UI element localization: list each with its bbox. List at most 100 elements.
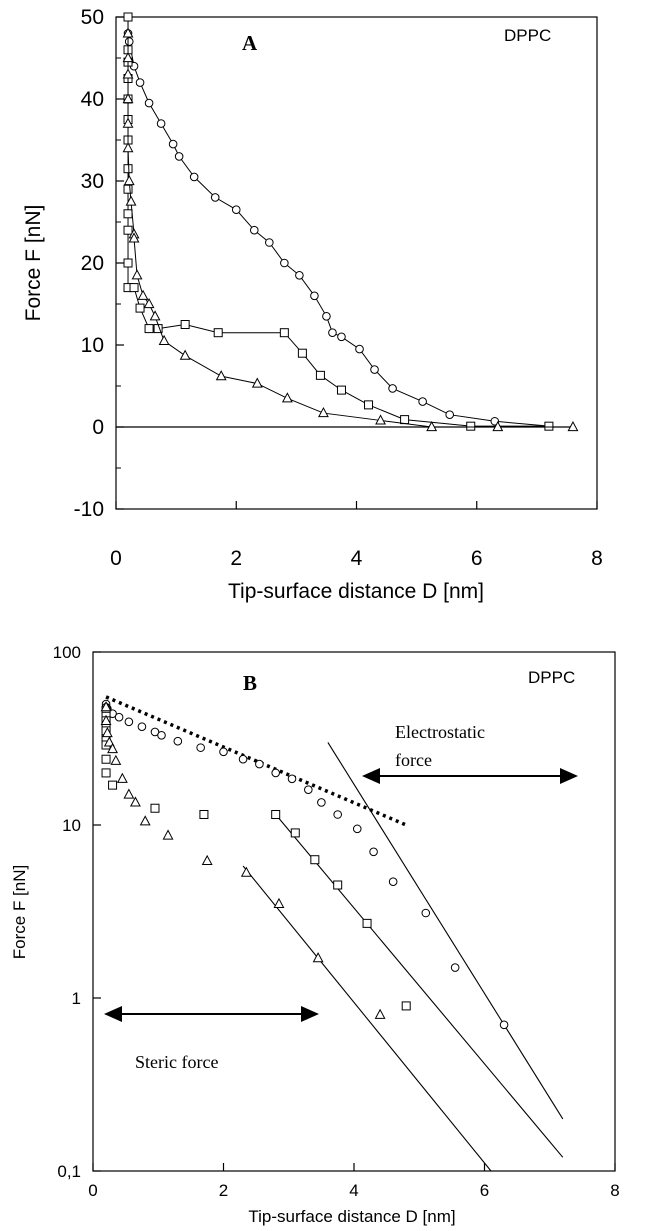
panel-a-x-tick-label: 2 [230, 547, 242, 570]
panel-a-point-square [123, 164, 133, 174]
panel-a-point-triangle [492, 420, 504, 432]
panel-a-y-tick-label: 10 [81, 334, 104, 357]
panel-a-point-triangle [149, 310, 161, 321]
panel-a-point-square [297, 348, 307, 358]
panel-a-x-tick-label: 4 [351, 547, 363, 570]
panel-b-x-axis-label: Tip-surface distance D [nm] [248, 1207, 455, 1226]
panel-a-point-circle [445, 410, 454, 420]
panel-b-point-circle [219, 747, 228, 757]
panel-b-point-triangle [100, 701, 112, 712]
panel-a-point-circle [156, 119, 166, 128]
panel-a-point-triangle [122, 68, 134, 79]
panel-a-point-square [123, 12, 133, 22]
steric-force-arrow [104, 1006, 319, 1022]
panel-b-point-triangle [107, 742, 119, 754]
panel-a-y-axis-label: Force F [nN] [22, 205, 45, 322]
panel-a-point-circle [295, 271, 304, 280]
panel-b-point-circle [369, 847, 378, 857]
panel-a-point-square [123, 225, 133, 235]
panel-a-point-triangle [122, 92, 134, 104]
panel-b-point-triangle [123, 788, 135, 799]
panel-a-point-square [144, 324, 154, 334]
panel-b-y-axis-label: Force F [nN] [10, 865, 29, 959]
panel-b-point-square [271, 809, 281, 819]
panel-b-point-circle [238, 754, 248, 764]
panel-a-point-circle [124, 37, 134, 46]
panel-b-point-circle [255, 759, 264, 769]
panel-b-plot-frame [92, 651, 616, 1172]
panel-b-y-tick-label: 10 [62, 816, 81, 835]
panel-a-point-square [123, 184, 133, 194]
panel-a-point-square [279, 328, 289, 338]
panel-a-y-tick-label: -10 [74, 498, 104, 521]
panel-b-point-triangle [129, 796, 141, 807]
panel-a-point-circle [265, 238, 274, 247]
panel-a-point-square [466, 421, 476, 431]
panel-b-point-square [101, 754, 111, 764]
panel-a-label: A [242, 31, 258, 55]
panel-a-y-tick-label: 0 [92, 416, 104, 439]
panel-b-point-square [401, 1001, 411, 1011]
panel-a-point-square [400, 415, 410, 425]
panel-b-y-tick-label: 100 [53, 643, 81, 662]
panel-b-label: B [243, 671, 257, 695]
panel-a-series-square-line [127, 17, 549, 427]
panel-b-point-triangle [103, 736, 115, 747]
panel-b-point-circle [352, 824, 362, 834]
panel-a-y-tick-label: 20 [81, 252, 104, 275]
steric-force-label: Steric force [135, 1052, 218, 1072]
electrostatic-fit-line [105, 695, 407, 827]
panel-b-point-triangle [139, 815, 151, 826]
panel-a-point-triangle [122, 51, 134, 63]
panel-b-point-triangle [201, 854, 213, 866]
panel-b-point-triangle [110, 754, 122, 765]
panel-b-point-circle [173, 736, 183, 746]
panel-a-plot-frame [115, 16, 598, 510]
panel-b-point-triangle [101, 726, 113, 738]
panel-a-point-circle [210, 193, 220, 202]
panel-b-point-circle [196, 743, 205, 752]
panel-a-y-tick-label: 30 [81, 170, 104, 193]
panel-b-point-circle [157, 730, 166, 740]
panel-a-point-triangle [122, 27, 134, 38]
panel-a-point-square [180, 320, 190, 329]
panel-a-x-axis-label: Tip-surface distance D [nm] [228, 580, 484, 603]
panel-b-point-square [310, 855, 320, 865]
panel-a-point-circle [322, 312, 331, 321]
panel-a-point-circle [249, 225, 259, 235]
panel-b-point-square [101, 768, 111, 778]
panel-b-point-circle [317, 798, 326, 807]
panel-a-point-square [213, 328, 223, 338]
panel-a-point-circle [355, 344, 364, 354]
panel-b-point-circle [388, 877, 398, 887]
panel-a-point-triangle [125, 195, 137, 206]
panel-a-point-triangle [317, 406, 329, 418]
panel-b-point-triangle [100, 714, 112, 725]
panel-b-point-circle [333, 810, 342, 819]
panel-a-point-square [129, 283, 139, 293]
panel-a-point-square [544, 421, 554, 431]
panel-b-x-tick-label: 2 [219, 1181, 228, 1200]
panel-b-point-triangle [240, 866, 252, 877]
panel-b-point-circle [287, 774, 297, 784]
panel-a-point-circle [337, 332, 346, 342]
panel-b-y-tick-label: 0,1 [57, 1162, 81, 1181]
panel-b-point-triangle [312, 952, 324, 963]
panel-a-x-tick-label: 6 [471, 547, 483, 570]
panel-b-x-tick-label: 0 [88, 1181, 97, 1200]
panel-b-point-triangle [116, 772, 128, 783]
panel-a-point-triangle [143, 297, 155, 309]
panel-a-point-circle [370, 365, 379, 374]
panel-a-point-triangle [122, 117, 134, 128]
panel-a-y-tick-label: 50 [81, 6, 104, 29]
panel-a-point-circle [280, 258, 289, 268]
panel-a-point-triangle [251, 377, 263, 388]
panel-a-x-tick-label: 0 [110, 547, 122, 570]
electrostatic-force-label-line2: force [395, 750, 432, 770]
panel-a-x-tick-label: 8 [591, 547, 603, 570]
panel-b-y-tick-label: 1 [72, 989, 81, 1008]
panel-b-point-triangle [374, 1008, 386, 1019]
panel-a-point-triangle [158, 334, 170, 345]
panel-a-point-circle [168, 139, 178, 149]
